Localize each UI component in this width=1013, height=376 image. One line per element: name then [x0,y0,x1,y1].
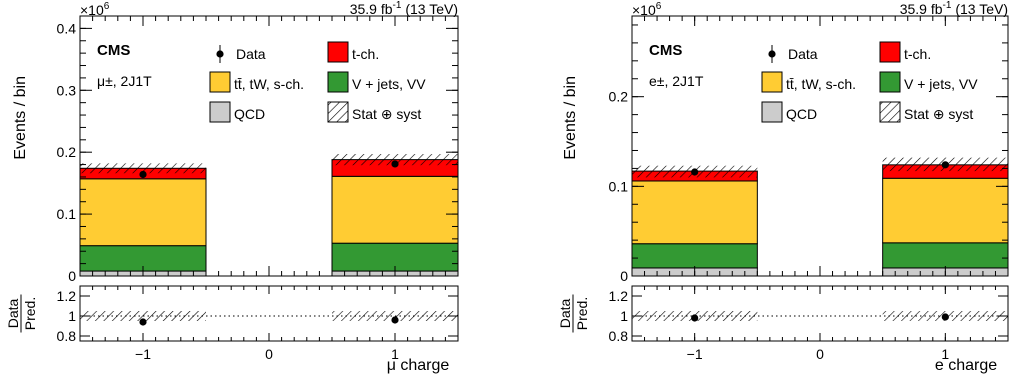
ratio-y-tick-label: 0.8 [609,328,629,344]
ratio-point-bin-0 [691,314,699,322]
ratio-point-bin-1 [941,313,949,321]
legend-data-marker [216,50,224,58]
data-point-bin-1 [941,161,949,169]
ratio-y-tick-label: 1.2 [609,288,629,304]
legend-label-qcd: QCD [786,106,817,122]
muon-charge-chart: 0 0.1 0.2 0.3 0.4 −1 0 1 0.8 1 1.2 Events / bin μ ch… [5,0,459,374]
ratio-y-tick-label: 1.2 [57,288,77,304]
legend-label-qcd: QCD [234,106,265,122]
stack-bar-ttbar-bin-0 [79,178,207,247]
stack-bar-vjets-bin-1 [882,242,1009,269]
y-tick-label: 0.1 [609,178,629,194]
legend-data-label: Data [236,46,266,62]
experiment-label: CMS [97,42,130,59]
legend-label-uncertainty: Stat ⊕ syst [904,106,973,122]
stack-bar-ttbar-bin-1 [331,175,459,244]
ratio-point-bin-1 [391,316,399,324]
ratio-point-bin-0 [139,318,147,326]
region-label: μ±, 2J1T [97,73,152,89]
x-tick-label: 1 [941,346,949,362]
legend-swatch-qcd [209,101,231,123]
ratio-y-tick-label: 0.8 [57,328,77,344]
y-tick-label: 0 [68,268,76,284]
legend-data-marker [768,50,776,58]
legend-swatch-ttbar [209,71,231,93]
x-axis-title: e charge [935,357,997,374]
y-axis-title: Events / bin [562,76,579,160]
y-tick-label: 0 [620,268,628,284]
y-tick-label: 0.3 [57,82,77,98]
luminosity-label: 35.9 fb-1 (13 TeV) [900,0,1008,17]
legend-label-vjets: V + jets, VV [352,76,426,92]
x-tick-label: 1 [391,346,399,362]
ratio-label-top: Data [5,299,21,329]
electron-charge-chart: 0 0.1 0.2 −1 0 1 0.8 1 1.2 Events / bin e charge Da… [557,0,1009,374]
y-tick-label: 0.2 [57,144,77,160]
legend-swatch-vjets [879,71,901,93]
y-tick-label: 0.4 [57,20,77,36]
stack-bar-ttbar-bin-1 [882,177,1009,244]
legend-swatch-uncertainty [879,101,901,123]
legend-swatch-ttbar [761,71,783,93]
x-axis-title: μ charge [387,357,450,374]
uncertainty-band-bin-1 [332,154,458,166]
legend-label-vjets: V + jets, VV [904,76,978,92]
legend-label-t_ch: t-ch. [904,46,931,62]
ratio-y-tick-label: 1 [68,308,76,324]
ratio-plot-frame [79,285,459,342]
legend-swatch-uncertainty [327,101,349,123]
legend-swatch-qcd [761,101,783,123]
stack-bar-vjets-bin-0 [631,243,758,269]
region-label: e±, 2J1T [649,73,704,89]
y-axis-title: Events / bin [12,76,29,160]
y-multiplier: ×106 [80,1,110,18]
stack-bar-ttbar-bin-0 [631,180,758,245]
y-tick-label: 0.2 [609,89,629,105]
ratio-label-bottom: Pred. [574,297,590,330]
legend-swatch-t_ch [327,41,349,63]
legend-label-ttbar: tt̄, tW, s-ch. [234,76,304,92]
experiment-label: CMS [649,42,682,59]
data-point-bin-1 [391,160,399,168]
data-point-bin-0 [691,168,699,176]
ratio-y-tick-label: 1 [620,308,628,324]
data-point-bin-0 [139,170,147,179]
ratio-label-top: Data [557,299,573,329]
y-multiplier: ×106 [632,1,662,18]
legend-swatch-vjets [327,71,349,93]
ratio-label-bottom: Pred. [22,297,38,330]
legend-label-uncertainty: Stat ⊕ syst [352,106,421,122]
legend-label-ttbar: tt̄, tW, s-ch. [786,76,856,92]
ratio-plot-frame [631,285,1009,342]
x-tick-label: 0 [816,346,824,362]
legend-data-label: Data [788,46,818,62]
x-tick-label: −1 [687,346,703,362]
y-tick-label: 0.1 [57,206,77,222]
x-tick-label: 0 [265,346,273,362]
legend-swatch-t_ch [879,41,901,63]
uncertainty-band-bin-0 [80,163,206,174]
luminosity-label: 35.9 fb-1 (13 TeV) [350,0,458,17]
legend-label-t_ch: t-ch. [352,46,379,62]
x-tick-label: −1 [135,346,151,362]
